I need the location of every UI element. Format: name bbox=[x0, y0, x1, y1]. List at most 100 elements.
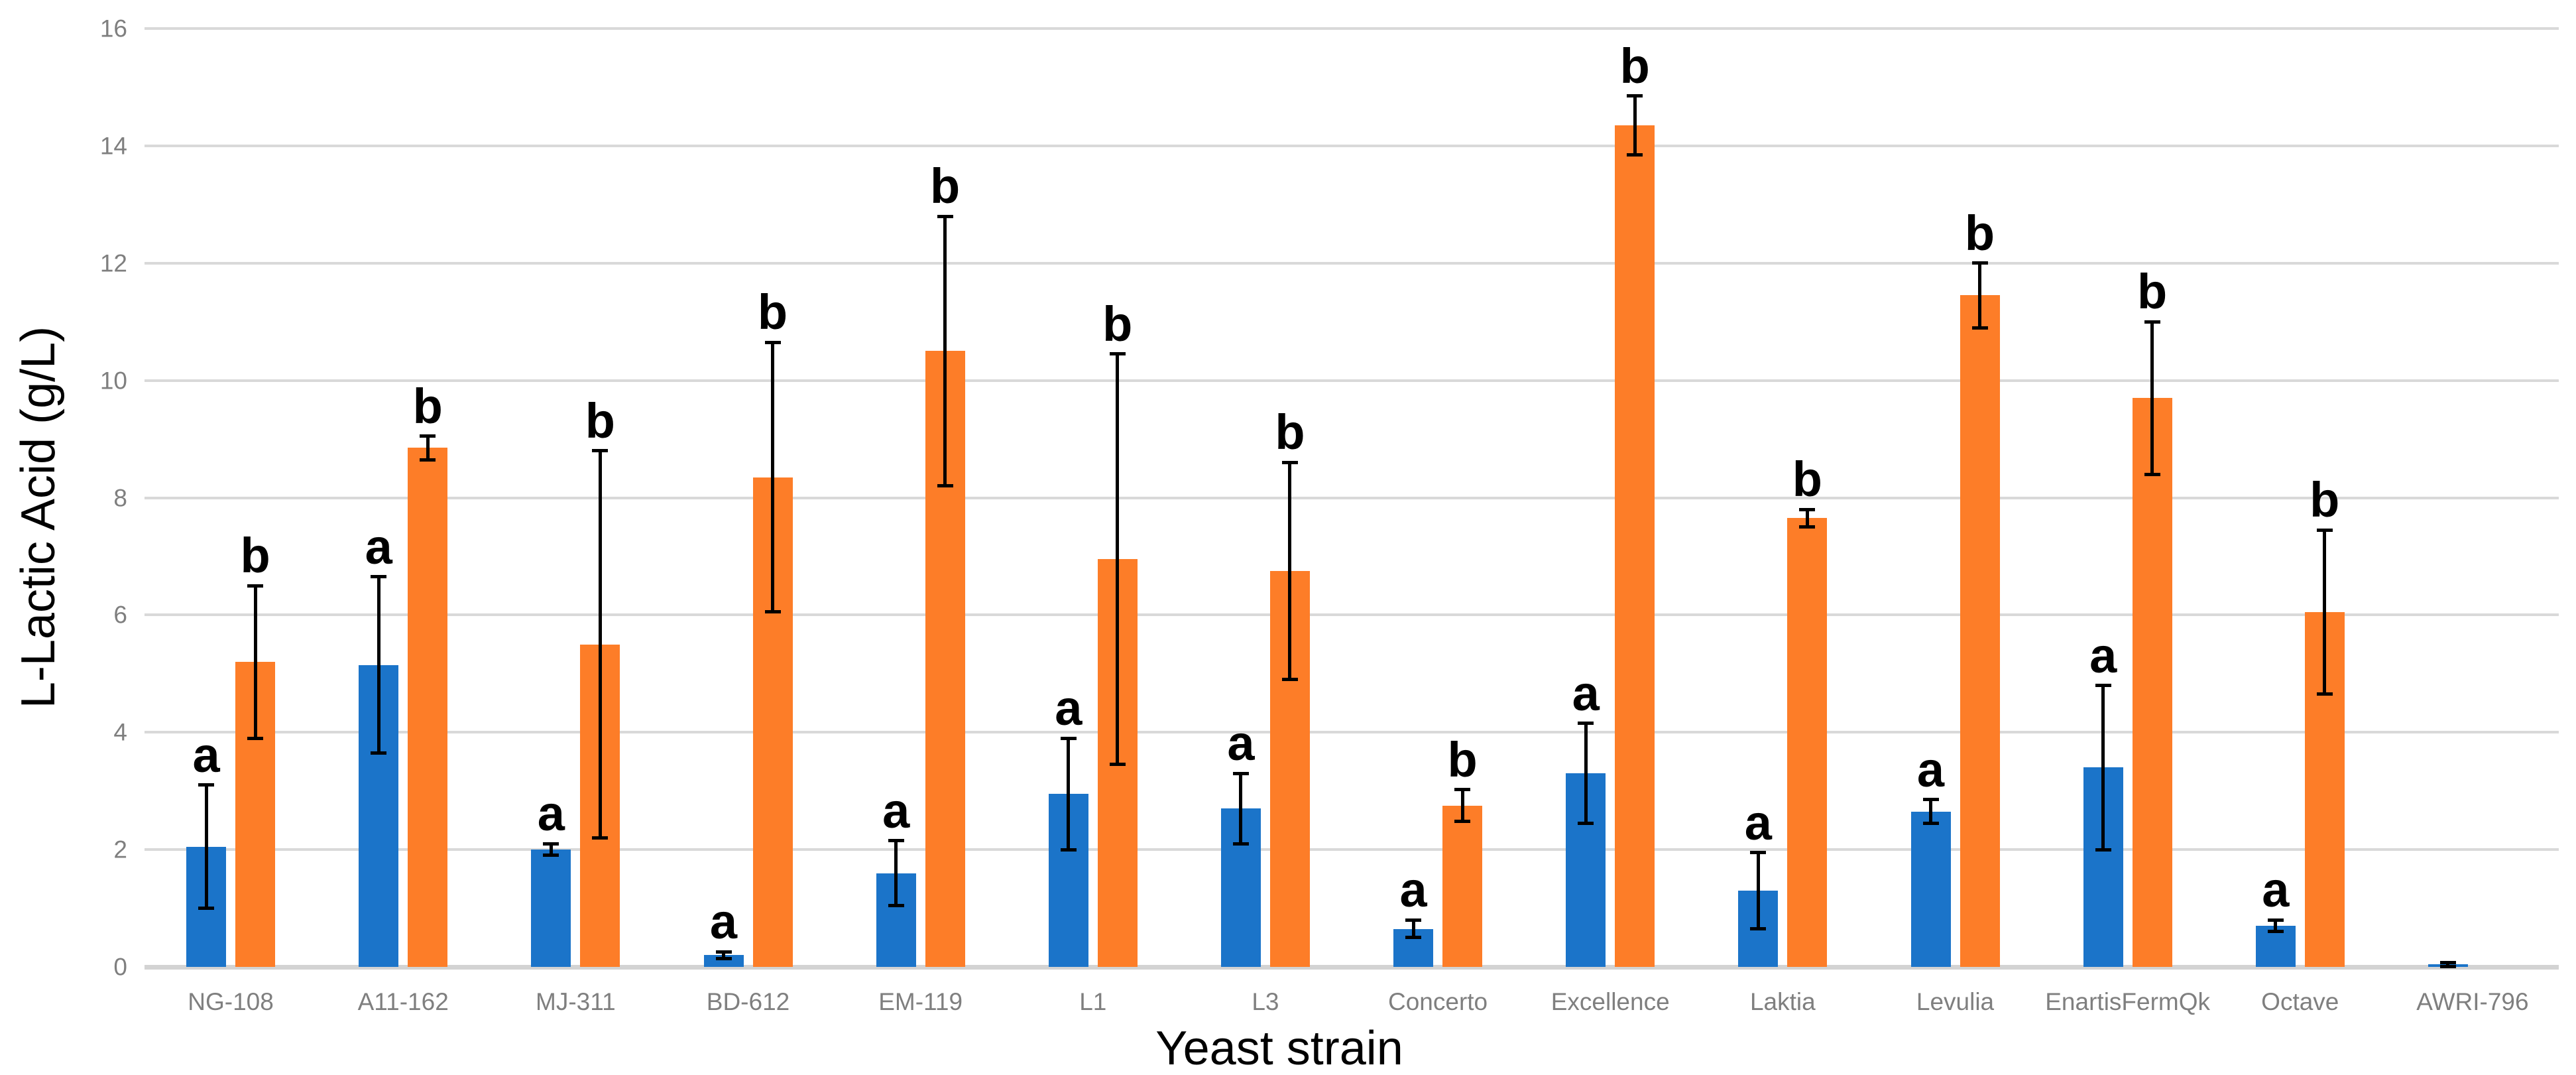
error-bar-cap bbox=[1750, 851, 1767, 855]
error-bar-cap bbox=[1060, 848, 1077, 852]
bar-blue bbox=[1910, 811, 1951, 967]
error-bar bbox=[1116, 353, 1120, 765]
significance-letter: b bbox=[757, 285, 788, 340]
error-bar-cap bbox=[247, 584, 264, 588]
error-bar-cap bbox=[764, 340, 781, 344]
significance-letter: a bbox=[537, 786, 565, 842]
error-bar-cap bbox=[764, 610, 781, 614]
error-bar bbox=[722, 952, 725, 959]
category-label: EM-119 bbox=[878, 988, 963, 1015]
error-bar bbox=[377, 576, 381, 753]
significance-letter: b bbox=[1792, 452, 1822, 507]
error-bar-cap bbox=[1060, 736, 1077, 740]
significance-letter: a bbox=[1916, 741, 1945, 797]
error-bar-cap bbox=[1799, 507, 1816, 511]
y-tick-label: 0 bbox=[113, 953, 127, 981]
significance-letter: a bbox=[1399, 862, 1427, 918]
error-bar-cap bbox=[937, 484, 953, 488]
category-label: NG-108 bbox=[188, 988, 274, 1015]
error-bar bbox=[2274, 920, 2278, 932]
error-bar bbox=[426, 436, 430, 460]
error-bar-cap bbox=[888, 903, 904, 907]
error-bar-cap bbox=[2267, 918, 2284, 922]
grid-line bbox=[145, 731, 2559, 734]
significance-letter: b bbox=[1447, 731, 1478, 787]
error-bar bbox=[204, 785, 208, 909]
y-tick-label: 14 bbox=[99, 132, 127, 160]
grid-line bbox=[145, 144, 2559, 147]
error-bar-cap bbox=[1578, 722, 1594, 726]
category-label: Levulia bbox=[1916, 988, 1995, 1015]
error-bar bbox=[549, 844, 553, 855]
category-label: A11-162 bbox=[357, 988, 449, 1015]
error-bar-cap bbox=[1627, 153, 1643, 157]
grid-line bbox=[145, 261, 2559, 265]
y-tick-label: 12 bbox=[99, 249, 127, 277]
error-bar-cap bbox=[420, 458, 436, 462]
error-bar bbox=[1805, 509, 1809, 527]
significance-letter: a bbox=[1572, 665, 1600, 721]
y-tick-label: 6 bbox=[113, 601, 127, 629]
bar-blue bbox=[531, 850, 571, 967]
significance-letter: b bbox=[240, 528, 270, 584]
error-bar-cap bbox=[1454, 820, 1471, 824]
error-bar bbox=[1929, 799, 1932, 824]
error-bar-cap bbox=[2095, 684, 2111, 687]
error-bar bbox=[2150, 322, 2154, 475]
x-axis-line bbox=[145, 965, 2559, 970]
error-bar-cap bbox=[1799, 525, 1816, 529]
bar-orange bbox=[408, 448, 448, 967]
error-bar-cap bbox=[2316, 692, 2333, 696]
category-label: EnartisFermQk bbox=[2045, 988, 2211, 1015]
error-bar-cap bbox=[1971, 326, 1988, 330]
y-tick-label: 4 bbox=[113, 718, 127, 746]
grid-line bbox=[145, 848, 2559, 852]
error-bar-cap bbox=[420, 434, 436, 438]
error-bar bbox=[894, 840, 898, 906]
error-bar-cap bbox=[1405, 936, 1422, 940]
error-bar bbox=[1239, 773, 1243, 844]
grid-line bbox=[145, 613, 2559, 617]
significance-letter: b bbox=[585, 393, 615, 448]
significance-letter: b bbox=[1619, 38, 1650, 94]
bar-blue bbox=[703, 955, 744, 967]
y-tick-label: 10 bbox=[99, 367, 127, 395]
error-bar bbox=[2323, 530, 2327, 694]
bar-orange bbox=[1442, 805, 1483, 967]
error-bar-cap bbox=[1405, 918, 1422, 922]
error-bar bbox=[2101, 685, 2105, 850]
error-bar bbox=[1978, 263, 1981, 328]
error-bar-cap bbox=[1109, 352, 1126, 356]
error-bar-cap bbox=[543, 842, 559, 846]
category-label: MJ-311 bbox=[536, 988, 616, 1015]
error-bar-cap bbox=[715, 950, 732, 954]
category-label: Octave bbox=[2261, 988, 2339, 1015]
error-bar-cap bbox=[1281, 678, 1298, 682]
category-label: Laktia bbox=[1749, 988, 1816, 1015]
error-bar-cap bbox=[371, 575, 387, 579]
error-bar bbox=[253, 586, 257, 739]
bar-orange bbox=[1615, 125, 1655, 967]
significance-letter: a bbox=[2262, 862, 2290, 918]
error-bar-cap bbox=[198, 783, 215, 787]
significance-letter: b bbox=[1102, 296, 1133, 351]
error-bar bbox=[943, 216, 947, 486]
error-bar-cap bbox=[715, 957, 732, 961]
grid-line bbox=[145, 379, 2559, 382]
significance-letter: b bbox=[1275, 405, 1305, 460]
significance-letter: b bbox=[2137, 264, 2168, 320]
y-axis-tick-labels: 0 2 4 6 8 10 12 14 16 bbox=[0, 0, 127, 1075]
error-bar-cap bbox=[1922, 798, 1939, 802]
y-tick-label: 16 bbox=[99, 15, 127, 42]
grid-line bbox=[145, 496, 2559, 499]
error-bar-cap bbox=[1578, 821, 1594, 825]
significance-letter: a bbox=[1744, 794, 1772, 850]
y-tick-label: 8 bbox=[113, 484, 127, 511]
significance-letter: a bbox=[709, 894, 738, 950]
category-label: Excellence bbox=[1551, 988, 1670, 1015]
error-bar-cap bbox=[1109, 763, 1126, 767]
significance-letter: b bbox=[930, 158, 961, 214]
error-bar-cap bbox=[1454, 788, 1471, 792]
significance-letter: a bbox=[365, 519, 392, 574]
